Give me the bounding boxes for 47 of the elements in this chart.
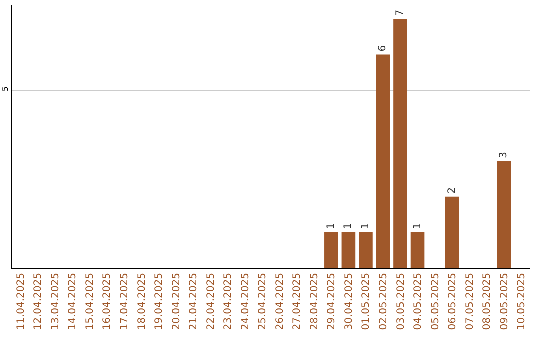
x-tick-label: 23.04.2025 (223, 273, 234, 330)
x-tick-label: 03.05.2025 (396, 273, 407, 330)
x-tick-label: 05.05.2025 (430, 273, 442, 330)
x-tick-label: 11.04.2025 (16, 273, 27, 330)
data-label: 1 (360, 223, 372, 230)
x-tick-label: 06.05.2025 (448, 273, 459, 330)
y-tick-label: 5 (0, 86, 10, 92)
x-tick-label: 25.04.2025 (258, 273, 269, 330)
bar (445, 196, 460, 268)
x-tick-label: 17.04.2025 (119, 273, 130, 330)
bar (342, 232, 356, 268)
x-tick-label: 04.05.2025 (413, 273, 424, 330)
x-tick-label: 08.05.2025 (482, 273, 494, 330)
x-tick-label: 21.04.2025 (188, 273, 200, 330)
x-tick-label: 16.04.2025 (102, 273, 114, 330)
x-tick-label: 14.04.2025 (68, 273, 79, 330)
x-tick-label: 01.05.2025 (361, 273, 372, 330)
x-tick-label: 30.04.2025 (344, 273, 355, 330)
x-tick-label: 12.04.2025 (33, 273, 44, 330)
data-label: 2 (446, 188, 458, 194)
x-tick-label: 29.04.2025 (326, 273, 338, 330)
x-tick-label: 10.05.2025 (516, 273, 528, 330)
data-label: 3 (498, 152, 510, 158)
data-label: 7 (395, 10, 406, 16)
x-tick-label: 28.04.2025 (309, 273, 320, 330)
x-tick-label: 19.04.2025 (154, 273, 166, 330)
bar (497, 161, 512, 268)
x-tick-label: 22.04.2025 (206, 273, 217, 330)
x-tick-label: 20.04.2025 (171, 273, 182, 330)
bar (410, 232, 425, 268)
bar (376, 54, 390, 268)
data-label: 6 (378, 45, 389, 52)
x-tick-label: 09.05.2025 (499, 273, 510, 330)
x-tick-label: 24.04.2025 (240, 273, 252, 330)
data-label: 1 (412, 223, 424, 230)
data-label: 1 (343, 223, 354, 230)
x-tick-label: 27.04.2025 (292, 273, 304, 330)
x-tick-label: 13.04.2025 (50, 273, 62, 330)
bar (324, 232, 338, 268)
x-tick-label: 02.05.2025 (378, 273, 390, 330)
x-tick-label: 15.04.2025 (84, 273, 96, 330)
x-tick-label: 07.05.2025 (464, 273, 476, 330)
bar (359, 232, 373, 268)
x-tick-label: 26.04.2025 (274, 273, 286, 330)
bar (394, 19, 408, 268)
data-label: 1 (326, 223, 337, 230)
x-tick-label: 18.04.2025 (136, 273, 148, 330)
